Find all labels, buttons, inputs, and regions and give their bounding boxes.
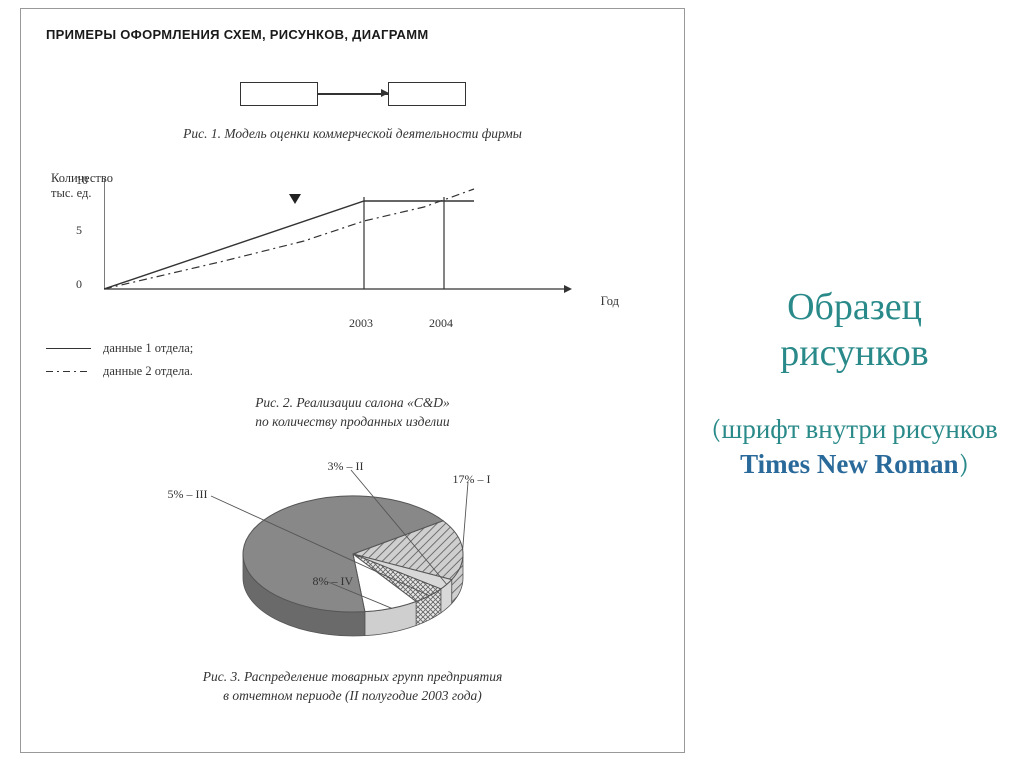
triangle-marker-icon [289, 194, 301, 204]
block-left [240, 82, 318, 106]
legend-line-dashdot-icon [46, 371, 91, 372]
ytick-10: 10 [76, 173, 88, 188]
legend-line-solid-icon [46, 348, 91, 349]
chart-svg [104, 179, 584, 309]
figure-2-caption-line2: по количеству проданных изделии [255, 414, 449, 429]
xtick-2004: 2004 [429, 316, 453, 331]
figure-1: Рис. 1. Модель оценки коммерческой деяте… [46, 82, 659, 144]
y-axis-label-line2: тыс. ед. [51, 186, 92, 200]
chart-legend: данные 1 отдела; данные 2 отдела. [46, 341, 659, 379]
figure-3: 17% – I 3% – II 5% – III 8% – IV Рис. 3.… [46, 462, 659, 706]
block-diagram [46, 82, 659, 106]
slide-subtitle: (шрифт внутри рисунков Times New Roman) [710, 412, 999, 482]
xtick-2003: 2003 [349, 316, 373, 331]
figure-3-caption-line2: в отчетном периоде (II полугодие 2003 го… [223, 688, 482, 703]
slide-title: Образец рисунков [710, 285, 999, 376]
legend-label-1: данные 1 отдела; [103, 341, 193, 356]
subtitle-fontname: Times New Roman [740, 449, 959, 479]
pie-label-3: 5% – III [168, 487, 208, 502]
line-chart: 10 5 0 2003 2004 Год [104, 179, 584, 309]
figure-3-caption: Рис. 3. Распределение товарных групп пре… [46, 667, 659, 706]
subtitle-prefix: (шрифт внутри рисунков [711, 414, 998, 445]
figure-1-caption: Рис. 1. Модель оценки коммерческой деяте… [46, 124, 659, 144]
x-axis-label: Год [601, 294, 619, 309]
arrow-right-icon [318, 93, 388, 94]
page-title: ПРИМЕРЫ ОФОРМЛЕНИЯ СХЕМ, РИСУНКОВ, ДИАГР… [46, 27, 659, 42]
block-right [388, 82, 466, 106]
ytick-5: 5 [76, 223, 82, 238]
pie-label-1: 17% – I [453, 472, 491, 487]
subtitle-suffix: ) [959, 449, 969, 480]
legend-item-2: данные 2 отдела. [46, 364, 659, 379]
figure-2: Количество тыс. ед. 10 5 0 2003 2004 Год… [46, 179, 659, 432]
pie-label-4: 8% – IV [313, 574, 354, 589]
ytick-0: 0 [76, 277, 82, 292]
document-page: ПРИМЕРЫ ОФОРМЛЕНИЯ СХЕМ, РИСУНКОВ, ДИАГР… [20, 8, 685, 753]
figure-2-caption: Рис. 2. Реализации салона «C&D» по колич… [46, 393, 659, 432]
pie-label-2: 3% – II [328, 459, 364, 474]
legend-item-1: данные 1 отдела; [46, 341, 659, 356]
pie-chart: 17% – I 3% – II 5% – III 8% – IV [133, 462, 573, 652]
figure-2-caption-line1: Рис. 2. Реализации салона «C&D» [255, 395, 450, 410]
slide-sidebar: Образец рисунков (шрифт внутри рисунков … [685, 0, 1024, 767]
figure-3-caption-line1: Рис. 3. Распределение товарных групп пре… [203, 669, 503, 684]
legend-label-2: данные 2 отдела. [103, 364, 193, 379]
